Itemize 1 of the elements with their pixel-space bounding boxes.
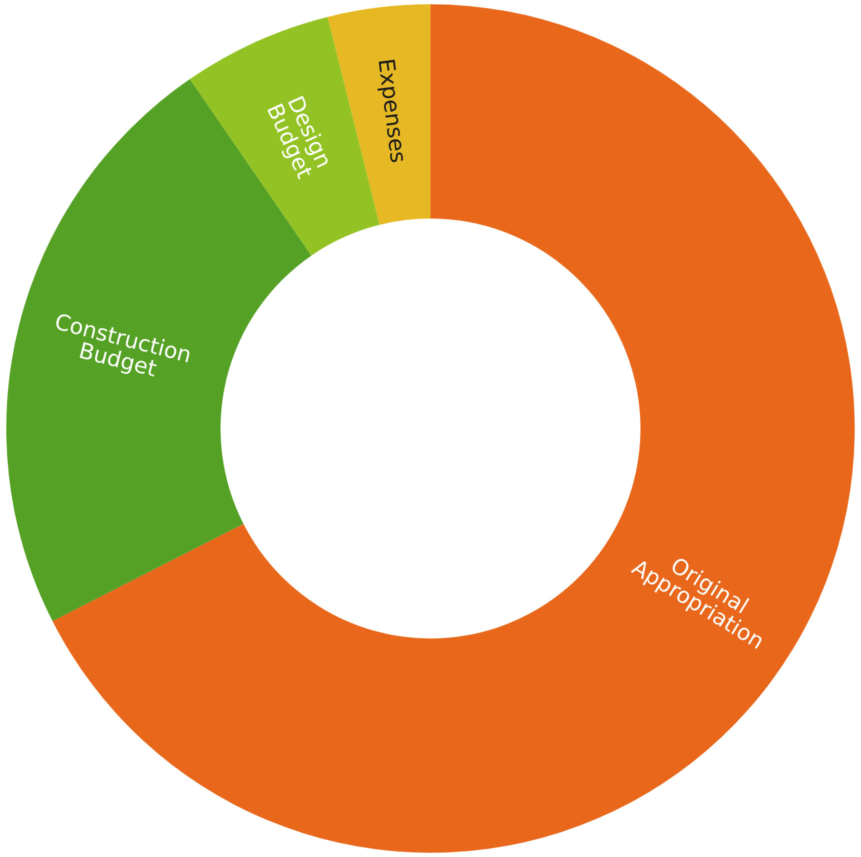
slice-label: Expenses: [372, 57, 410, 164]
